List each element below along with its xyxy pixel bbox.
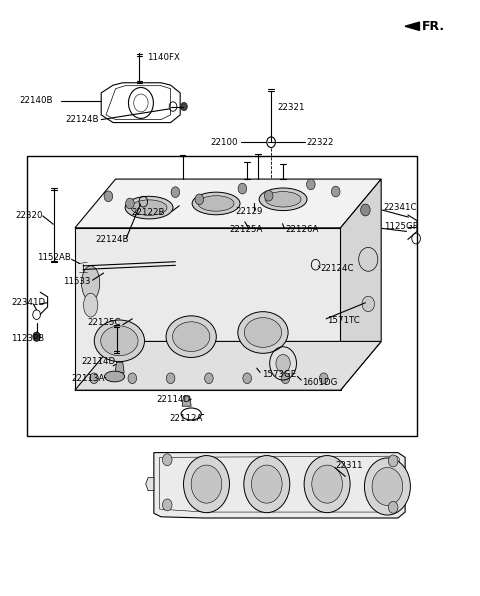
Circle shape xyxy=(104,191,113,201)
Ellipse shape xyxy=(101,326,138,356)
Text: 22124B: 22124B xyxy=(65,115,99,124)
Polygon shape xyxy=(340,179,381,390)
Ellipse shape xyxy=(265,191,301,207)
Circle shape xyxy=(252,465,282,503)
Text: 22321: 22321 xyxy=(277,103,305,112)
Circle shape xyxy=(191,465,222,503)
Polygon shape xyxy=(146,477,154,491)
Polygon shape xyxy=(154,452,405,518)
Circle shape xyxy=(128,373,137,384)
Text: 22341C: 22341C xyxy=(384,203,417,212)
Ellipse shape xyxy=(172,322,210,352)
Polygon shape xyxy=(405,22,420,30)
Ellipse shape xyxy=(125,196,173,219)
Circle shape xyxy=(204,373,213,384)
Polygon shape xyxy=(75,179,381,228)
Text: 22341D: 22341D xyxy=(11,298,45,308)
Circle shape xyxy=(183,455,229,513)
Ellipse shape xyxy=(238,312,288,353)
Circle shape xyxy=(243,373,252,384)
Text: 22124C: 22124C xyxy=(321,264,354,273)
Circle shape xyxy=(180,103,187,111)
Ellipse shape xyxy=(198,195,234,211)
Text: 1152AB: 1152AB xyxy=(36,253,71,262)
Text: 11533: 11533 xyxy=(63,277,90,286)
Circle shape xyxy=(244,455,290,513)
Ellipse shape xyxy=(84,293,98,317)
Circle shape xyxy=(281,373,290,384)
Ellipse shape xyxy=(82,266,100,300)
Ellipse shape xyxy=(94,320,144,362)
Text: 22320: 22320 xyxy=(15,212,43,221)
Circle shape xyxy=(307,179,315,190)
Text: FR.: FR. xyxy=(422,20,445,33)
Circle shape xyxy=(388,455,398,467)
Ellipse shape xyxy=(259,188,307,210)
Polygon shape xyxy=(115,362,124,373)
Text: 22126A: 22126A xyxy=(286,225,319,234)
Ellipse shape xyxy=(192,192,240,215)
Text: 1125GF: 1125GF xyxy=(384,222,417,231)
Text: 1573GE: 1573GE xyxy=(262,370,296,378)
Text: 22114D: 22114D xyxy=(81,357,115,366)
Text: 1140FX: 1140FX xyxy=(147,52,180,61)
Circle shape xyxy=(126,198,134,209)
Circle shape xyxy=(372,467,403,505)
Circle shape xyxy=(320,373,328,384)
Circle shape xyxy=(331,186,340,197)
Circle shape xyxy=(312,465,342,503)
Circle shape xyxy=(388,501,398,513)
Circle shape xyxy=(359,247,378,271)
Text: 22129: 22129 xyxy=(235,207,263,216)
Text: 1571TC: 1571TC xyxy=(327,316,360,325)
Text: 1601DG: 1601DG xyxy=(302,378,337,387)
Circle shape xyxy=(264,190,273,201)
Text: 22122B: 22122B xyxy=(131,209,164,218)
Text: 22140B: 22140B xyxy=(20,96,53,105)
Text: 1123PB: 1123PB xyxy=(11,334,44,343)
Text: 22125C: 22125C xyxy=(88,318,121,327)
Ellipse shape xyxy=(244,318,282,347)
Text: 22311: 22311 xyxy=(336,461,363,470)
Polygon shape xyxy=(75,228,340,390)
Circle shape xyxy=(162,454,172,465)
Text: 22322: 22322 xyxy=(306,138,334,147)
Circle shape xyxy=(33,332,40,342)
Circle shape xyxy=(364,458,410,515)
Ellipse shape xyxy=(166,316,216,358)
Ellipse shape xyxy=(131,200,167,215)
Text: 22112A: 22112A xyxy=(169,414,203,423)
Circle shape xyxy=(166,373,175,384)
Circle shape xyxy=(171,187,180,197)
Circle shape xyxy=(362,296,374,312)
Text: 22124B: 22124B xyxy=(96,235,129,244)
Polygon shape xyxy=(75,342,381,390)
Text: 22100: 22100 xyxy=(210,138,238,147)
Text: 22114D: 22114D xyxy=(156,395,191,403)
Circle shape xyxy=(360,204,370,216)
Circle shape xyxy=(162,499,172,511)
Circle shape xyxy=(238,183,247,194)
Bar xyxy=(27,157,417,436)
Circle shape xyxy=(304,455,350,513)
Ellipse shape xyxy=(105,371,125,382)
Circle shape xyxy=(90,373,98,384)
Text: 22113A: 22113A xyxy=(72,374,105,383)
Polygon shape xyxy=(182,396,191,406)
Circle shape xyxy=(195,194,204,204)
Circle shape xyxy=(276,355,290,372)
Text: 22125A: 22125A xyxy=(229,225,263,234)
